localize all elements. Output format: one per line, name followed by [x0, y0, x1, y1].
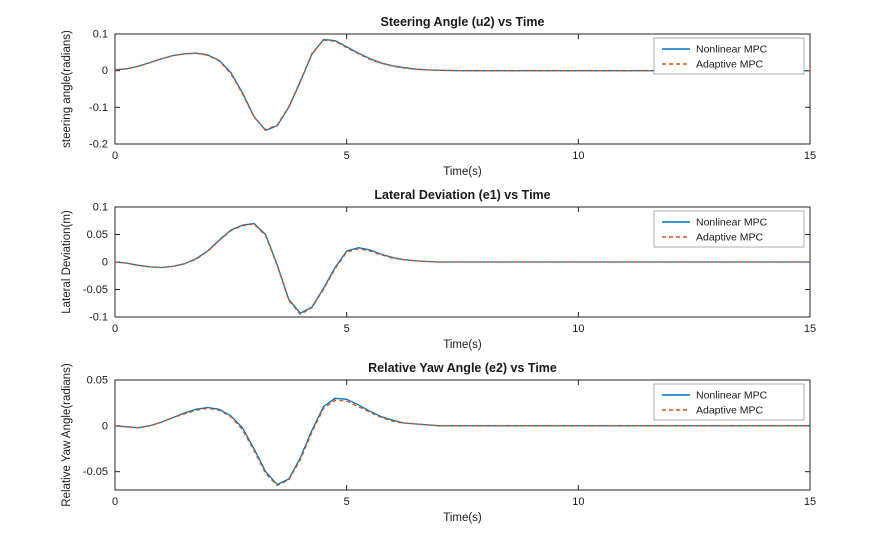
legend-label: Adaptive MPC — [696, 59, 764, 71]
y-tick-label: 0 — [102, 257, 108, 269]
y-tick-label: 0 — [102, 65, 108, 77]
plot-box — [114, 379, 811, 491]
chart-lateral-deviation: Lateral Deviation (e1) vs Time 0 5 10 15 -0.1… — [0, 185, 895, 358]
legend-label: Adaptive MPC — [696, 405, 764, 417]
y-axis-label: Relative Yaw Angle(radians) — [61, 363, 73, 507]
y-axis-label: Lateral Deviation(m) — [61, 210, 73, 314]
y-tick-label: 0.05 — [87, 229, 108, 241]
legend[interactable]: Nonlinear MPC Adaptive MPC — [653, 37, 805, 75]
x-tick-label: 0 — [112, 496, 118, 508]
legend-label: Nonlinear MPC — [696, 390, 768, 402]
chart-canvas: Lateral Deviation (e1) vs Time 0 5 10 15 -0.1… — [61, 188, 816, 351]
chart-steering-angle: Steering Angle (u2) vs Time 0 5 10 15 -0.2 -0.… — [0, 12, 895, 185]
x-tick-label: 5 — [344, 150, 350, 162]
chart-title: Relative Yaw Angle (e2) vs Time — [368, 361, 557, 375]
x-tick-label: 0 — [112, 323, 118, 335]
y-tick-label: -0.1 — [89, 312, 108, 324]
chart-canvas: Steering Angle (u2) vs Time 0 5 10 15 -0.2 -0.… — [61, 15, 816, 178]
y-tick-label: -0.1 — [89, 102, 108, 114]
legend[interactable]: Nonlinear MPC Adaptive MPC — [653, 383, 805, 421]
y-tick-label: -0.05 — [83, 284, 108, 296]
y-tick-label: 0.1 — [93, 29, 108, 41]
x-tick-label: 0 — [112, 150, 118, 162]
legend-label: Nonlinear MPC — [696, 44, 768, 56]
x-tick-label: 10 — [572, 496, 584, 508]
chart-canvas: Relative Yaw Angle (e2) vs Time 0 5 10 15 -0.… — [61, 361, 816, 524]
adaptive-mpc-line — [114, 39, 810, 131]
x-tick-label: 5 — [344, 496, 350, 508]
x-axis-label: Time(s) — [443, 339, 482, 351]
legend-box[interactable] — [653, 37, 805, 75]
x-tick-label: 15 — [804, 150, 816, 162]
chart-title: Lateral Deviation (e1) vs Time — [374, 188, 550, 202]
chart-title: Steering Angle (u2) vs Time — [381, 15, 545, 29]
chart-relative-yaw-angle: Relative Yaw Angle (e2) vs Time 0 5 10 15 -0.… — [0, 358, 895, 531]
x-tick-label: 15 — [804, 496, 816, 508]
adaptive-mpc-line — [114, 399, 810, 487]
y-tick-label: -0.05 — [83, 466, 108, 478]
legend-label: Nonlinear MPC — [696, 217, 768, 229]
y-tick-label: 0 — [102, 420, 108, 432]
legend-box[interactable] — [653, 383, 805, 421]
legend[interactable]: Nonlinear MPC Adaptive MPC — [653, 210, 805, 248]
legend-label: Adaptive MPC — [696, 232, 764, 244]
x-axis-label: Time(s) — [443, 166, 482, 178]
y-tick-label: -0.2 — [89, 139, 108, 151]
x-tick-label: 15 — [804, 323, 816, 335]
x-tick-label: 10 — [572, 323, 584, 335]
adaptive-mpc-line — [114, 223, 810, 315]
plot-box — [114, 33, 811, 145]
x-tick-label: 10 — [572, 150, 584, 162]
y-axis-label: steering angle(radians) — [61, 30, 73, 148]
y-tick-label: 0.05 — [87, 375, 108, 387]
legend-box[interactable] — [653, 210, 805, 248]
x-tick-label: 5 — [344, 323, 350, 335]
x-axis-label: Time(s) — [443, 512, 482, 524]
y-tick-label: 0.1 — [93, 202, 108, 214]
